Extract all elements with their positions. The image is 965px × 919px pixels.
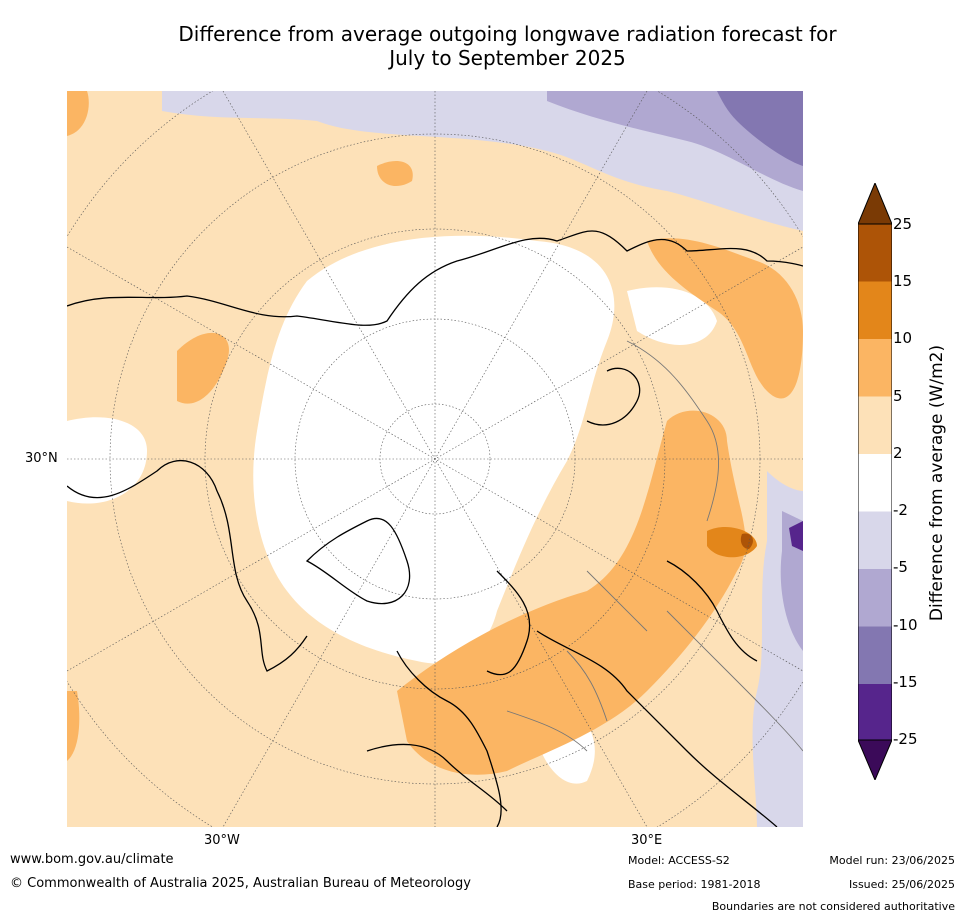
anomaly-orange-corner xyxy=(67,91,89,136)
colorbar-label: Difference from average (W/m2) xyxy=(927,344,947,622)
coastlines xyxy=(67,230,803,827)
colorbar-tick: 2 xyxy=(893,444,903,462)
polar-map xyxy=(67,91,803,827)
title-line-1: Difference from average outgoing longwav… xyxy=(178,22,837,46)
colorbar-segment-minus5-minus10 xyxy=(858,569,892,627)
longitude-label-30w: 30°W xyxy=(204,833,240,848)
latitude-label-30n: 30°N xyxy=(25,451,58,466)
colorbar-segment-15-25 xyxy=(858,224,892,282)
anomaly-neutral-siberia xyxy=(627,287,717,345)
colorbar-segment-5-10 xyxy=(858,339,892,397)
colorbar-extend-top xyxy=(857,181,893,225)
anomaly-deeppurple-right xyxy=(789,521,803,551)
anomaly-neutral-arctic xyxy=(253,235,615,664)
colorbar-tick: 10 xyxy=(893,329,913,347)
colorbar xyxy=(857,181,893,782)
anomaly-orange-left-edge xyxy=(67,691,80,761)
map-title: Difference from average outgoing longwav… xyxy=(100,22,915,70)
colorbar-segment-minus10-minus15 xyxy=(858,626,892,684)
colorbar-tick: -15 xyxy=(893,673,918,691)
model-run-text: Model run: 23/06/2025 xyxy=(829,854,955,867)
colorbar-extend-bottom xyxy=(857,739,893,782)
colorbar-segment-neutral xyxy=(858,454,892,512)
colorbar-segment-minus2-minus5 xyxy=(858,511,892,569)
anomaly-orange-small xyxy=(377,161,413,186)
website-link[interactable]: www.bom.gov.au/climate xyxy=(10,852,174,867)
colorbar-segment-minus15-minus25 xyxy=(858,684,892,740)
title-line-2: July to September 2025 xyxy=(389,46,626,70)
country-borders xyxy=(506,340,803,752)
colorbar-tick: 5 xyxy=(893,387,903,405)
colorbar-tick: -10 xyxy=(893,616,918,634)
issued-text: Issued: 25/06/2025 xyxy=(848,878,955,891)
colorbar-segment-10-15 xyxy=(858,281,892,339)
colorbar-svg xyxy=(857,181,893,782)
anomaly-brown-central-asia xyxy=(740,533,753,549)
copyright-text: © Commonwealth of Australia 2025, Austra… xyxy=(10,876,471,891)
colorbar-tick: -2 xyxy=(893,501,908,519)
anomaly-orange-russia xyxy=(647,238,803,399)
anomaly-darkpurple-top xyxy=(717,91,803,166)
graticule xyxy=(67,91,803,827)
colorbar-segment-2-5 xyxy=(858,396,892,454)
colorbar-tick: -25 xyxy=(893,730,918,748)
base-period-text: Base period: 1981-2018 xyxy=(628,878,761,891)
map-canvas xyxy=(67,91,803,827)
disclaimer-text: Boundaries are not considered authoritat… xyxy=(711,900,955,913)
longitude-label-30e: 30°E xyxy=(631,833,663,848)
model-text: Model: ACCESS-S2 xyxy=(628,854,730,867)
anomaly-orange-pacific xyxy=(177,332,229,404)
colorbar-tick: -5 xyxy=(893,558,908,576)
colorbar-tick: 25 xyxy=(893,215,913,233)
anomaly-neutral-west xyxy=(67,417,147,504)
colorbar-tick: 15 xyxy=(893,272,913,290)
